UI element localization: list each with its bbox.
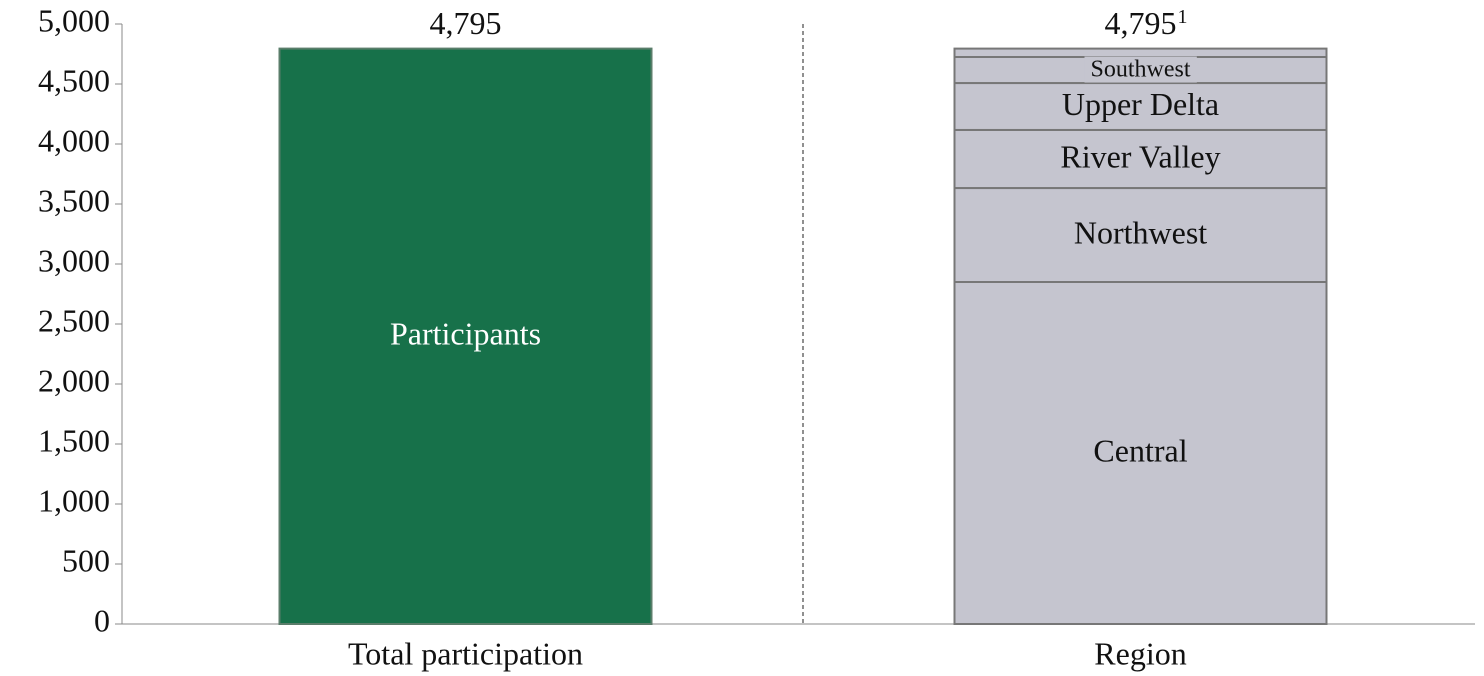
- segment-label: Southwest: [1090, 57, 1190, 83]
- x-tick-label: Region: [1094, 635, 1186, 671]
- segment-label-bg: [1084, 56, 1197, 83]
- y-tick-label: 2,000: [38, 362, 110, 398]
- y-tick-label: 1,500: [38, 422, 110, 458]
- y-tick-label: 0: [94, 602, 110, 638]
- segment-label: Central: [1093, 432, 1187, 468]
- total-label: 4,795: [1105, 5, 1177, 41]
- segment-label: Upper Delta: [1062, 86, 1219, 122]
- y-tick-label: 500: [62, 542, 110, 578]
- y-tick-label: 2,500: [38, 302, 110, 338]
- x-tick-label: Total participation: [348, 635, 583, 671]
- y-tick-label: 4,500: [38, 62, 110, 98]
- y-tick-label: 4,000: [38, 122, 110, 158]
- y-tick-label: 3,000: [38, 242, 110, 278]
- segment-label: Northwest: [1074, 214, 1207, 250]
- y-tick-label: 5,000: [38, 2, 110, 38]
- segment-label: River Valley: [1060, 138, 1220, 174]
- total-label: 4,795: [430, 5, 502, 41]
- bar-segment: [278, 47, 653, 626]
- y-tick-label: 1,000: [38, 482, 110, 518]
- y-tick-label: 3,500: [38, 182, 110, 218]
- footnote-marker: 1: [1178, 6, 1188, 28]
- segment-label: Participants: [390, 316, 541, 352]
